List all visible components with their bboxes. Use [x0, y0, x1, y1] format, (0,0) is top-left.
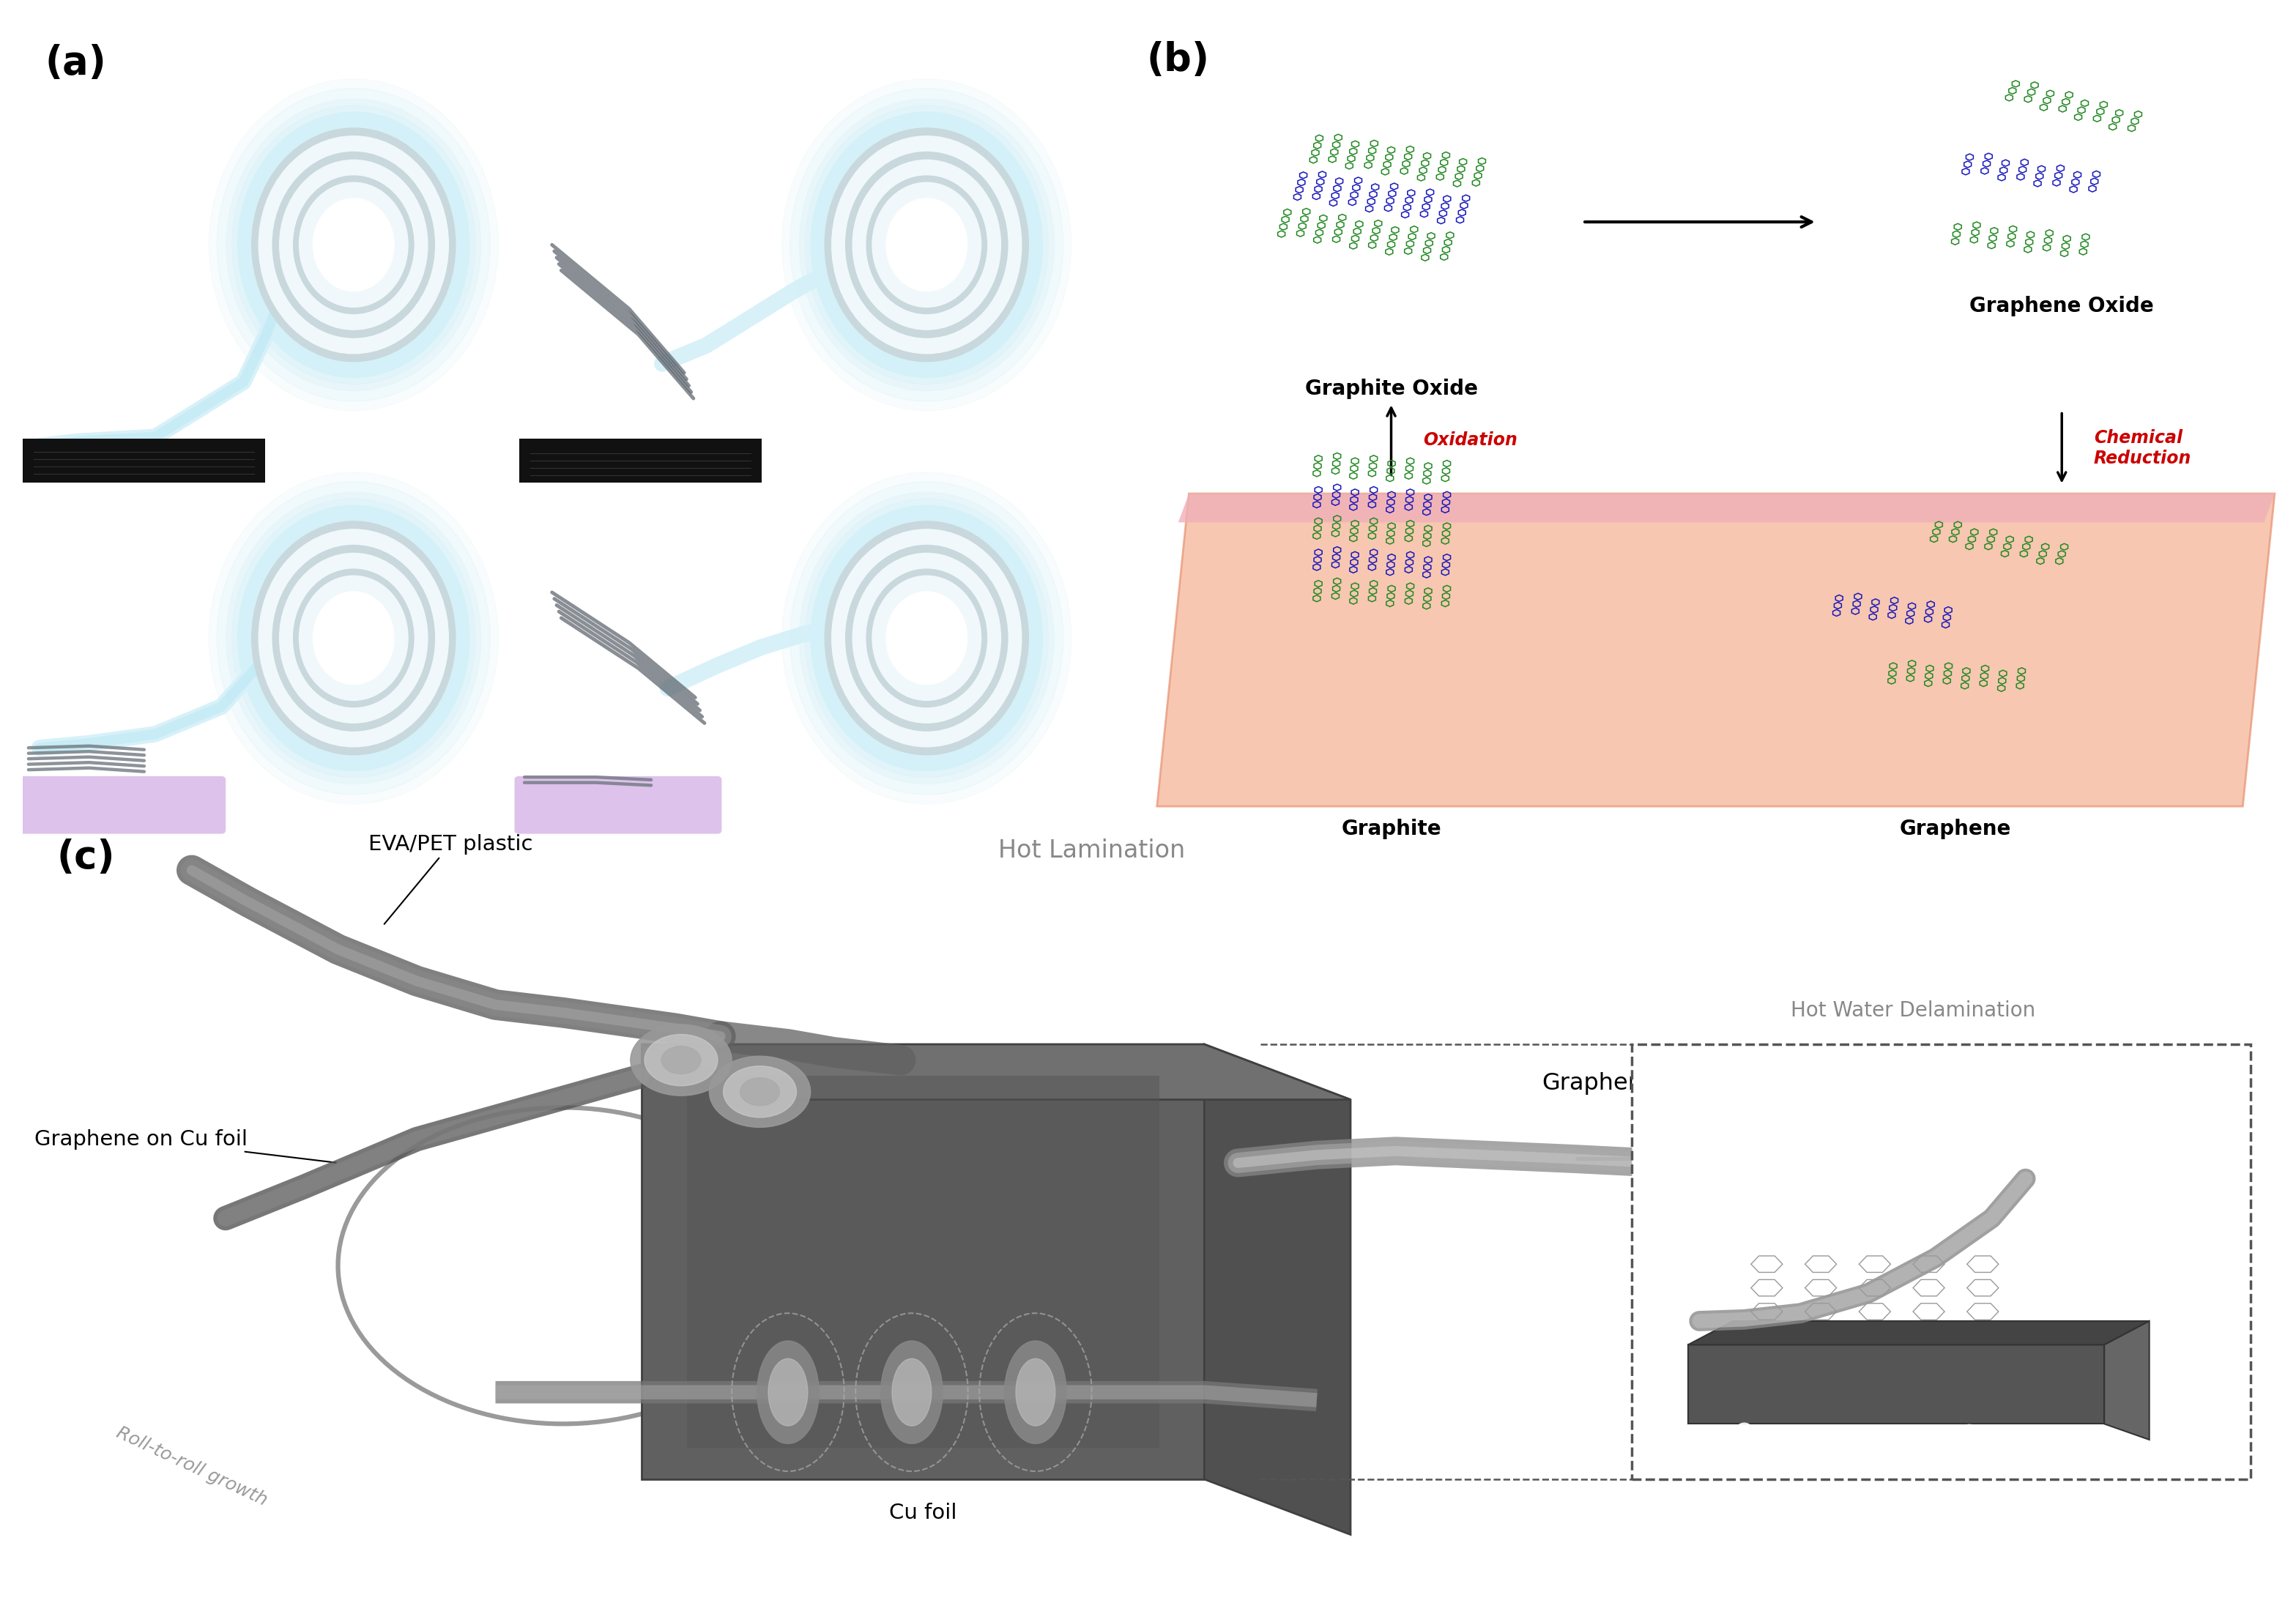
Text: Graphene Oxide: Graphene Oxide [1970, 295, 2154, 316]
Polygon shape [2103, 1320, 2149, 1440]
Ellipse shape [1903, 1435, 1922, 1453]
Ellipse shape [294, 176, 413, 313]
Ellipse shape [893, 1359, 932, 1425]
Ellipse shape [280, 160, 427, 329]
Ellipse shape [1821, 1451, 1837, 1469]
Ellipse shape [661, 1046, 700, 1073]
Ellipse shape [882, 1341, 944, 1443]
Ellipse shape [709, 1056, 810, 1127]
Ellipse shape [1848, 1427, 1867, 1445]
Text: Graphene on Cu foil: Graphene on Cu foil [34, 1128, 335, 1162]
Ellipse shape [886, 199, 967, 291]
Text: Cu foil: Cu foil [889, 1503, 957, 1524]
Ellipse shape [810, 505, 1042, 770]
Ellipse shape [872, 576, 980, 700]
Ellipse shape [1933, 1448, 1949, 1466]
Ellipse shape [631, 1025, 732, 1096]
Polygon shape [643, 1044, 1350, 1099]
Ellipse shape [824, 521, 1029, 755]
Ellipse shape [232, 499, 475, 778]
Ellipse shape [845, 152, 1008, 337]
Ellipse shape [273, 152, 434, 337]
Ellipse shape [218, 89, 489, 402]
Text: (b): (b) [1146, 40, 1210, 79]
Ellipse shape [209, 473, 498, 804]
FancyBboxPatch shape [1632, 1044, 2250, 1478]
Ellipse shape [852, 160, 1001, 329]
Ellipse shape [886, 592, 967, 684]
Ellipse shape [831, 136, 1022, 353]
Ellipse shape [1015, 1359, 1056, 1425]
Ellipse shape [209, 79, 498, 410]
Ellipse shape [790, 481, 1063, 794]
Text: Graphite: Graphite [1341, 818, 1442, 839]
Ellipse shape [253, 128, 455, 362]
Ellipse shape [824, 128, 1029, 362]
FancyBboxPatch shape [23, 439, 266, 483]
FancyBboxPatch shape [519, 439, 762, 483]
Ellipse shape [806, 105, 1049, 384]
Ellipse shape [239, 113, 468, 378]
Ellipse shape [845, 546, 1008, 731]
Polygon shape [1178, 494, 2275, 523]
Ellipse shape [312, 199, 395, 291]
Text: Hot Lamination: Hot Lamination [999, 839, 1185, 863]
Ellipse shape [783, 79, 1072, 410]
Ellipse shape [739, 1078, 781, 1106]
Ellipse shape [1961, 1425, 1979, 1441]
Text: (c): (c) [57, 839, 115, 876]
Ellipse shape [273, 546, 434, 731]
Ellipse shape [227, 492, 480, 784]
Polygon shape [687, 1077, 1159, 1448]
Ellipse shape [799, 98, 1054, 391]
Ellipse shape [232, 105, 475, 384]
Ellipse shape [1736, 1424, 1754, 1440]
Ellipse shape [298, 182, 409, 307]
Ellipse shape [239, 505, 468, 770]
Ellipse shape [645, 1035, 719, 1086]
Ellipse shape [799, 492, 1054, 784]
Text: Chemical
Reduction: Chemical Reduction [2094, 429, 2190, 468]
Polygon shape [1688, 1344, 2103, 1424]
Text: Graphite Oxide: Graphite Oxide [1304, 378, 1479, 399]
Ellipse shape [810, 113, 1042, 378]
Text: Oxidation: Oxidation [1424, 431, 1518, 449]
Ellipse shape [227, 98, 480, 391]
Ellipse shape [280, 554, 427, 723]
Ellipse shape [866, 570, 987, 707]
Ellipse shape [758, 1341, 820, 1443]
Ellipse shape [806, 499, 1049, 778]
Polygon shape [1203, 1044, 1350, 1535]
Ellipse shape [259, 529, 448, 747]
Polygon shape [643, 1044, 1203, 1478]
Text: Graphene/EVA/PET: Graphene/EVA/PET [1543, 1072, 1761, 1096]
Ellipse shape [312, 592, 395, 684]
Text: Roll-to-roll growth: Roll-to-roll growth [113, 1424, 271, 1509]
Ellipse shape [723, 1065, 797, 1117]
Ellipse shape [253, 521, 455, 755]
Ellipse shape [852, 554, 1001, 723]
Ellipse shape [259, 136, 448, 353]
Ellipse shape [1876, 1445, 1894, 1462]
Polygon shape [1688, 1320, 2149, 1344]
Ellipse shape [218, 481, 489, 794]
Ellipse shape [1006, 1341, 1065, 1443]
Ellipse shape [294, 570, 413, 707]
Ellipse shape [298, 576, 409, 700]
Ellipse shape [831, 529, 1022, 747]
FancyBboxPatch shape [18, 776, 225, 834]
Ellipse shape [783, 473, 1072, 804]
Ellipse shape [866, 176, 987, 313]
FancyBboxPatch shape [514, 776, 721, 834]
Ellipse shape [1763, 1446, 1782, 1464]
Ellipse shape [769, 1359, 808, 1425]
Ellipse shape [1791, 1435, 1809, 1453]
Text: Graphene: Graphene [1899, 818, 2011, 839]
Polygon shape [1157, 494, 2275, 807]
Text: EVA/PET plastic: EVA/PET plastic [367, 834, 533, 925]
Text: Hot Water Delamination: Hot Water Delamination [1791, 1001, 2037, 1020]
Ellipse shape [872, 182, 980, 307]
Ellipse shape [790, 89, 1063, 402]
Text: (a): (a) [46, 44, 106, 82]
